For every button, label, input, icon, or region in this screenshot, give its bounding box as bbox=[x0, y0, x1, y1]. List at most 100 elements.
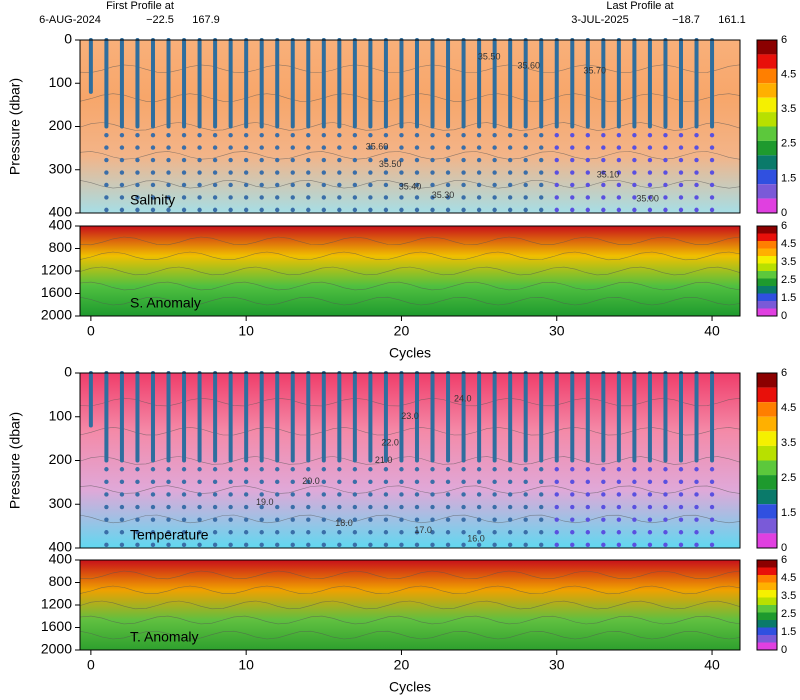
profile-sample bbox=[585, 145, 591, 150]
profile-sample bbox=[647, 479, 653, 485]
profile-sample bbox=[181, 504, 187, 510]
profile-sample bbox=[399, 207, 404, 213]
colorbar-band bbox=[757, 271, 777, 279]
y-tick-label: 1200 bbox=[41, 262, 72, 278]
colorbar-label: 4.5 bbox=[781, 572, 796, 584]
contour bbox=[79, 426, 741, 436]
colorbar-band bbox=[757, 533, 777, 548]
profile-sample bbox=[601, 157, 606, 163]
profile-sample bbox=[507, 517, 513, 522]
profile-sample bbox=[461, 157, 466, 163]
colorbar-band bbox=[757, 54, 777, 69]
profile-sample bbox=[709, 479, 715, 485]
profile-sample bbox=[275, 517, 280, 522]
profile-sample bbox=[523, 530, 528, 535]
profile-sample bbox=[570, 492, 575, 497]
profile-sample bbox=[507, 182, 513, 188]
profile-sample bbox=[150, 170, 156, 175]
profile-sample bbox=[570, 145, 575, 150]
profile-sample bbox=[445, 504, 451, 510]
profile-sample bbox=[616, 542, 622, 548]
profile-sample bbox=[709, 517, 715, 522]
profile-sample bbox=[197, 207, 202, 213]
profile-sample bbox=[259, 530, 264, 535]
profile-sample bbox=[212, 182, 218, 188]
profile-sample bbox=[290, 530, 295, 535]
profile-sample bbox=[694, 132, 699, 138]
profile-sample bbox=[243, 467, 249, 472]
contour-label: 22.0 bbox=[381, 437, 399, 447]
profile-sample bbox=[539, 517, 544, 522]
colorbar-band bbox=[757, 402, 777, 417]
colorbar-label: 0 bbox=[781, 542, 787, 554]
profile-sample bbox=[554, 195, 559, 200]
profile-sample bbox=[150, 207, 156, 213]
profile-sample bbox=[104, 182, 109, 188]
profile-sample bbox=[570, 157, 575, 163]
profile-sample bbox=[647, 504, 653, 510]
colorbar-band bbox=[757, 83, 777, 98]
panel-label: Salinity bbox=[130, 192, 175, 208]
profile-sample bbox=[181, 170, 187, 175]
profile-sample bbox=[119, 467, 125, 472]
profile-sample bbox=[539, 195, 544, 200]
profile-sample bbox=[150, 504, 156, 510]
profile-sample bbox=[601, 207, 606, 213]
profile-sample bbox=[166, 157, 171, 163]
profile-sample bbox=[212, 479, 218, 485]
profile-sample bbox=[601, 530, 606, 535]
profile-sample bbox=[663, 157, 668, 163]
profile-sample bbox=[275, 207, 280, 213]
profile-sample bbox=[461, 504, 466, 510]
y-tick-label: 400 bbox=[49, 539, 73, 555]
colorbar-band bbox=[757, 567, 777, 575]
profile-sample bbox=[554, 479, 559, 485]
profile-sample bbox=[709, 132, 715, 138]
profile-sample bbox=[150, 530, 156, 535]
colorbar-label: 1.5 bbox=[781, 626, 796, 638]
x-axis-label: Cycles bbox=[389, 345, 431, 361]
profile-sample bbox=[243, 170, 249, 175]
x-tick-label: 0 bbox=[87, 323, 95, 339]
profile-sample bbox=[259, 517, 264, 522]
profile-sample bbox=[678, 145, 684, 150]
profile-sample bbox=[275, 195, 280, 200]
x-tick-label: 10 bbox=[238, 323, 254, 339]
profile-sample bbox=[135, 479, 140, 485]
profile-sample bbox=[290, 517, 295, 522]
profile-sample bbox=[150, 542, 156, 548]
contour bbox=[79, 585, 741, 595]
profile-sample bbox=[507, 132, 513, 138]
colorbar-band bbox=[757, 489, 777, 505]
profile-sample bbox=[399, 467, 404, 472]
profile-sample bbox=[647, 170, 653, 175]
profile-sample bbox=[383, 542, 389, 548]
profile-sample bbox=[523, 182, 528, 188]
x-tick-label: 0 bbox=[87, 657, 95, 673]
profile-sample bbox=[290, 157, 295, 163]
profile-sample bbox=[414, 132, 420, 138]
profile-sample bbox=[104, 542, 109, 548]
profile-sample bbox=[399, 542, 404, 548]
profile-sample bbox=[352, 530, 358, 535]
profile-sample bbox=[492, 542, 497, 548]
profile-sample bbox=[523, 195, 528, 200]
header-text: Last Profile at bbox=[606, 0, 673, 12]
profile-sample bbox=[135, 530, 140, 535]
profile-sample bbox=[259, 542, 264, 548]
profile-sample bbox=[678, 530, 684, 535]
contour bbox=[79, 151, 741, 160]
profile-sample bbox=[368, 207, 373, 213]
colorbar-label: 4.5 bbox=[781, 238, 796, 250]
profile-sample bbox=[601, 132, 606, 138]
profile-sample bbox=[383, 530, 389, 535]
profile-sample bbox=[181, 207, 187, 213]
profile-sample bbox=[306, 492, 311, 497]
profile-sample bbox=[663, 132, 668, 138]
colorbar-band bbox=[757, 308, 777, 316]
profile-sample bbox=[181, 195, 187, 200]
colorbar-band bbox=[757, 155, 777, 170]
profile-sample bbox=[399, 504, 404, 510]
colorbar-label: 6 bbox=[781, 554, 787, 566]
